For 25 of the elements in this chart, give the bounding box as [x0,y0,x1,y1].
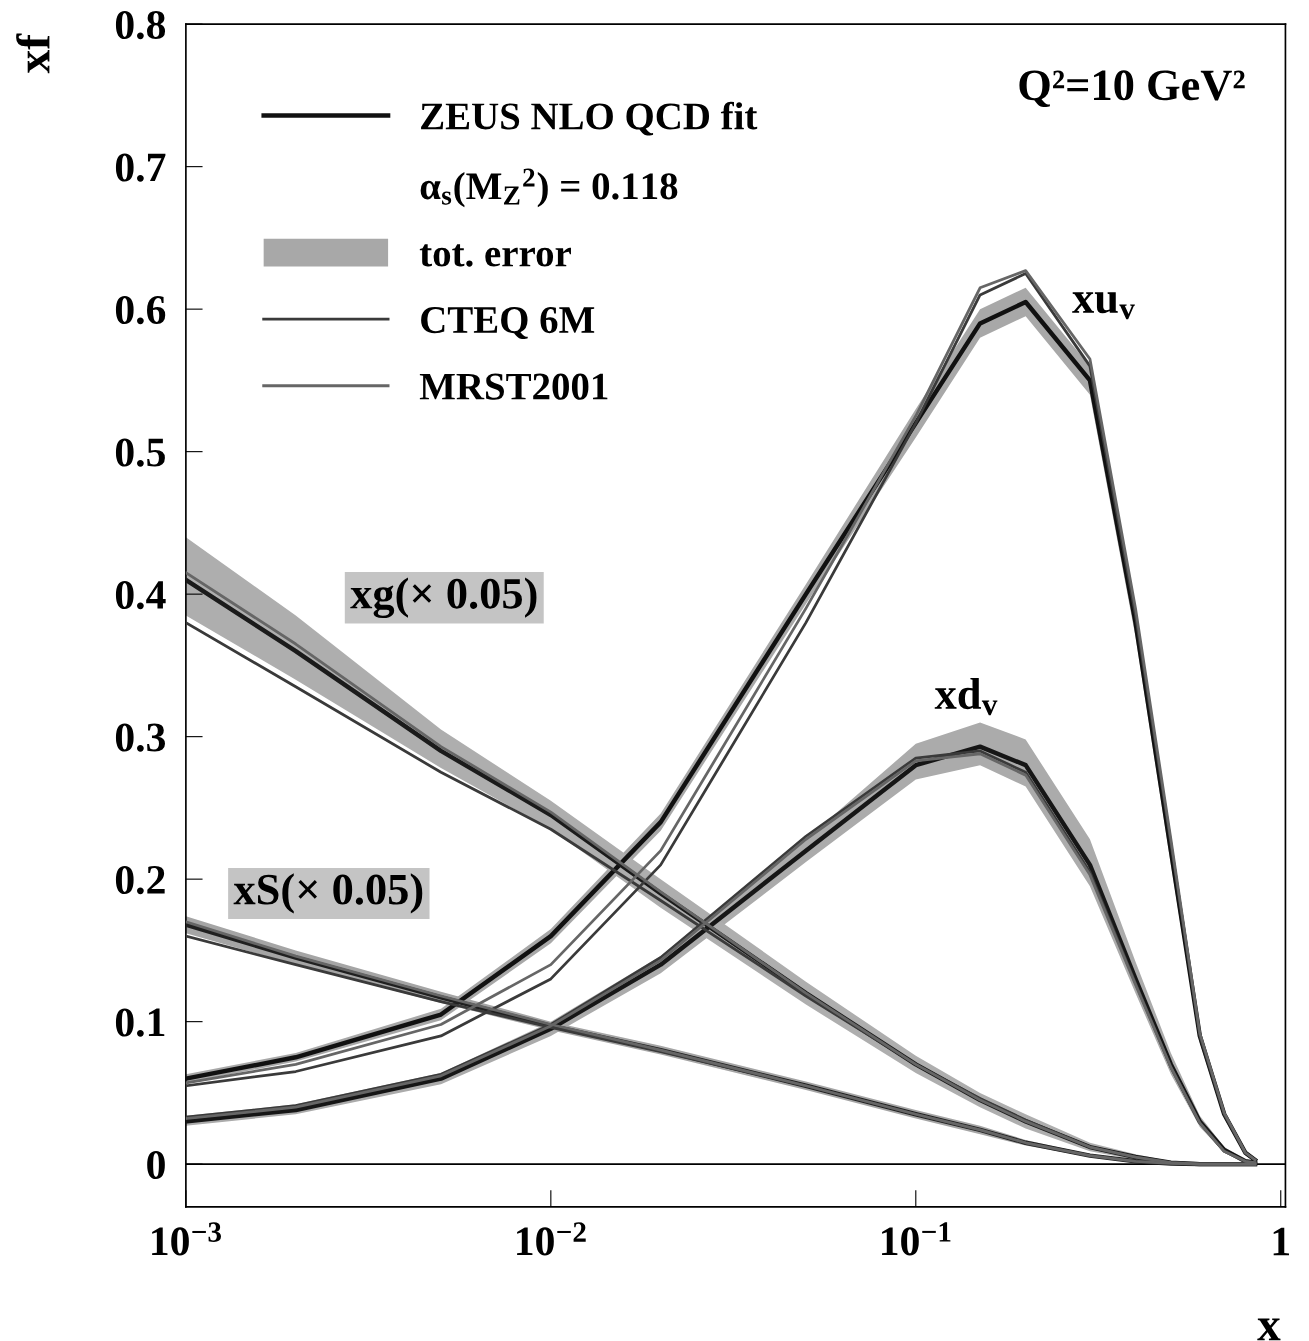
y-tick-label: 0.7 [115,153,166,182]
y-tick-label: 0 [147,1150,165,1180]
y-tick-label: 0.2 [115,865,165,895]
x-tick-label: 10$^{−2}$ [517,1222,586,1256]
legend-label: MRST2001 [419,373,608,400]
legend-label: ZEUS NLO QCD fit [421,101,758,136]
annotation: xd$_{v}$ [934,677,998,716]
y-tick-label: 0.8 [115,10,166,40]
annotation: xg(× 0.05) [350,577,537,619]
x-tick-label: 1 [1273,1227,1290,1256]
annotation: α$_{s}$(M$_{Z}$$^{2}$) = 0.118 [420,168,678,208]
annotation: Q²=10 GeV² [1019,70,1245,108]
y-axis-title: xf [16,33,50,74]
legend-label: CTEQ 6M [421,307,595,340]
y-tick-label: 0.3 [115,723,166,752]
x-tick-label: 10$^{−3}$ [152,1222,221,1256]
y-tick-label: 0.4 [115,580,166,610]
y-tick-label: 0.1 [115,1008,165,1037]
annotation: xu$_{v}$ [1072,292,1135,320]
y-tick-label: 0.5 [115,438,165,467]
x-tick-label: 10$^{−1}$ [882,1222,951,1256]
annotation: tot. error [419,244,571,267]
y-tick-label: 0.6 [115,295,166,325]
annotation: xS(× 0.05) [233,873,423,914]
x-axis-title: x [1257,1318,1281,1341]
